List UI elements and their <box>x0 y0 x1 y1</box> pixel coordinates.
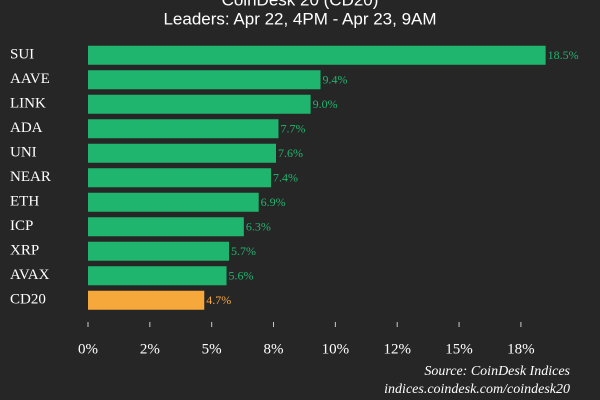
x-tick-label: 5% <box>202 341 222 357</box>
y-tick-label: XRP <box>10 243 39 259</box>
y-tick-label: SUI <box>10 47 34 63</box>
value-label: 5.7% <box>231 244 256 258</box>
value-label: 9.0% <box>313 97 338 111</box>
chart-subtitle: Leaders: Apr 22, 4PM - Apr 23, 9AM <box>163 9 436 28</box>
value-label: 6.9% <box>261 195 286 209</box>
x-tick-label: 8% <box>264 341 284 357</box>
y-tick-label: CD20 <box>10 292 46 308</box>
bar <box>88 290 205 310</box>
y-tick-label: AVAX <box>10 267 50 283</box>
x-tick-label: 10% <box>322 341 350 357</box>
bar <box>88 70 321 90</box>
value-label: 4.7% <box>206 293 231 307</box>
bar <box>88 94 311 114</box>
value-label: 18.5% <box>548 48 579 62</box>
value-label: 5.6% <box>229 269 254 283</box>
y-tick-label: UNI <box>10 145 37 161</box>
bar <box>88 45 546 65</box>
bar <box>88 192 259 212</box>
y-tick-label: AAVE <box>10 71 50 87</box>
bar <box>88 143 276 163</box>
y-tick-label: LINK <box>10 96 46 112</box>
value-label: 7.6% <box>278 146 303 160</box>
source-url: indices.coindesk.com/coindesk20 <box>384 382 570 397</box>
value-label: 6.3% <box>246 220 271 234</box>
bar <box>88 217 244 237</box>
y-tick-label: ICP <box>10 218 33 234</box>
bar <box>88 119 279 139</box>
x-tick-label: 18% <box>507 341 535 357</box>
chart-title: CoinDesk 20 (CD20) <box>222 0 379 9</box>
value-label: 7.4% <box>273 171 298 185</box>
x-tick-label: 15% <box>445 341 473 357</box>
x-tick-label: 2% <box>140 341 160 357</box>
bar <box>88 168 272 188</box>
x-tick-label: 0% <box>78 341 98 357</box>
value-label: 9.4% <box>323 73 348 87</box>
bar <box>88 241 229 261</box>
value-label: 7.7% <box>280 122 305 136</box>
x-tick-label: 12% <box>383 341 411 357</box>
source: Source: CoinDesk Indices <box>424 364 570 379</box>
y-tick-label: NEAR <box>10 169 51 185</box>
bar <box>88 266 227 286</box>
y-tick-label: ADA <box>10 120 43 136</box>
y-tick-label: ETH <box>10 194 39 210</box>
